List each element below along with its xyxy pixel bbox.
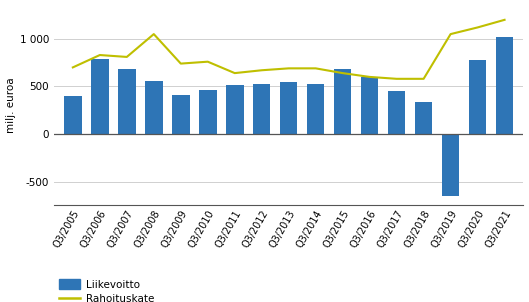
Bar: [415, 102, 432, 134]
Bar: [469, 60, 486, 134]
Bar: [199, 90, 216, 134]
Bar: [91, 59, 108, 134]
Bar: [307, 84, 324, 134]
Bar: [334, 69, 351, 134]
Bar: [361, 77, 378, 134]
Bar: [118, 69, 135, 134]
Bar: [280, 82, 297, 134]
Y-axis label: milj. euroa: milj. euroa: [6, 78, 15, 133]
Bar: [253, 84, 270, 134]
Bar: [64, 96, 81, 134]
Bar: [496, 37, 513, 134]
Bar: [172, 95, 189, 134]
Bar: [145, 81, 162, 134]
Bar: [442, 134, 459, 196]
Bar: [226, 85, 243, 134]
Legend: Liikevoitto, Rahoituskate: Liikevoitto, Rahoituskate: [59, 279, 154, 302]
Bar: [388, 91, 405, 134]
